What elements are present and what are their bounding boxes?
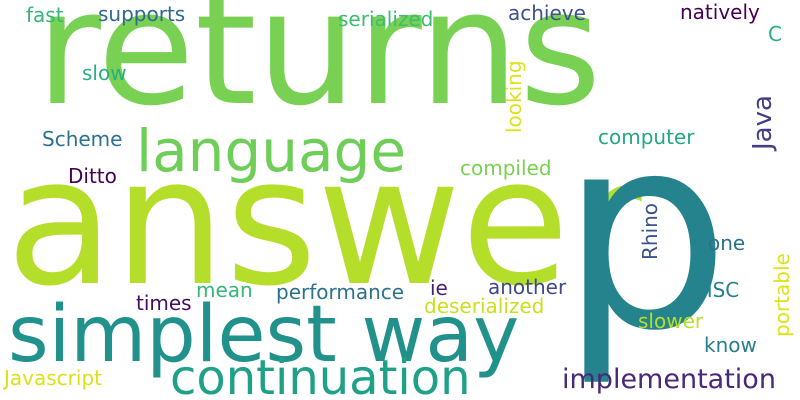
word-language: language: [136, 117, 407, 185]
word-ie: ie: [430, 276, 448, 300]
word-performance: performance: [276, 280, 405, 304]
word-continuation: continuation: [170, 350, 471, 400]
word-rhino: Rhino: [638, 202, 662, 260]
word-compiled: compiled: [460, 156, 552, 180]
word-slow: slow: [82, 61, 127, 85]
word-deserialized: deserialized: [424, 294, 545, 318]
word-portable: portable: [770, 253, 794, 337]
word-java: Java: [748, 95, 778, 150]
word-returns: returns: [36, 0, 602, 141]
word-p: p: [560, 78, 731, 390]
word-javascript: Javascript: [4, 366, 102, 390]
word-times: times: [136, 291, 192, 315]
word-ditto: Ditto: [68, 164, 117, 188]
word-c: C: [768, 22, 782, 46]
word-answer: answer: [6, 120, 642, 325]
word-natively: natively: [680, 0, 760, 24]
word-know: know: [704, 333, 757, 357]
word-simplest-way: simplest way: [8, 290, 520, 380]
word-scheme: Scheme: [42, 127, 123, 151]
word-looking: looking: [502, 60, 526, 133]
word-sisc: SISC: [694, 278, 740, 302]
word-serialized: serialized: [338, 7, 434, 31]
word-slower: slower: [638, 309, 704, 333]
word-implementation: implementation: [562, 364, 776, 395]
word-fast: fast: [26, 3, 64, 27]
word-achieve: achieve: [508, 1, 586, 25]
word-supports: supports: [98, 2, 186, 26]
word-another: another: [488, 275, 567, 299]
word-mean: mean: [196, 278, 253, 302]
word-computer: computer: [598, 125, 695, 149]
word-one: one: [708, 231, 746, 255]
